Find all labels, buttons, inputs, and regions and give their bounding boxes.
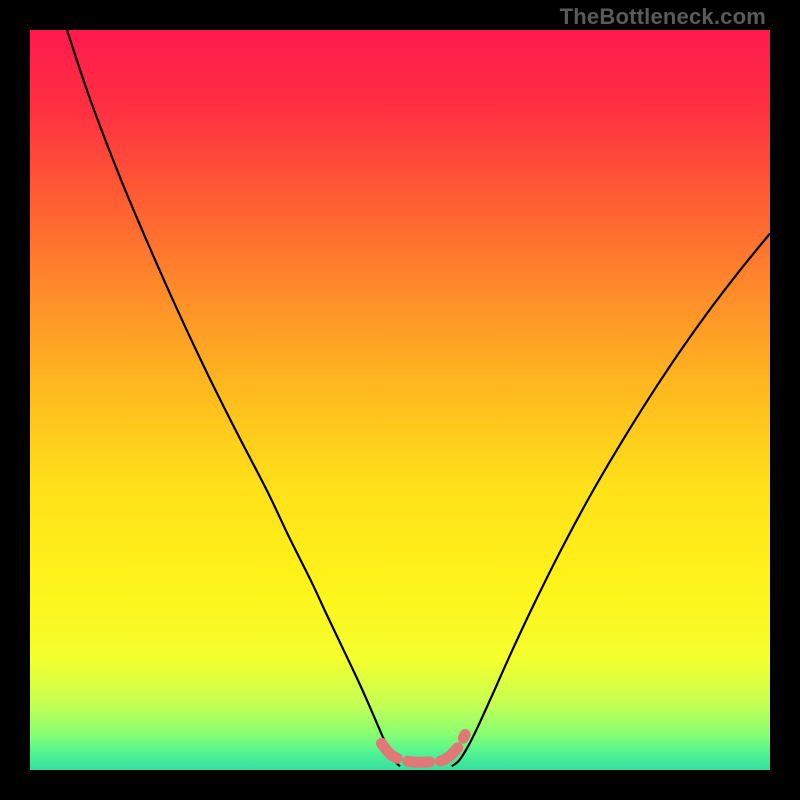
gradient-background — [30, 30, 770, 770]
chart-frame: TheBottleneck.com — [0, 0, 800, 800]
bottleneck-curve-chart — [30, 30, 770, 770]
plot-area — [30, 30, 770, 770]
watermark-text: TheBottleneck.com — [560, 4, 766, 30]
